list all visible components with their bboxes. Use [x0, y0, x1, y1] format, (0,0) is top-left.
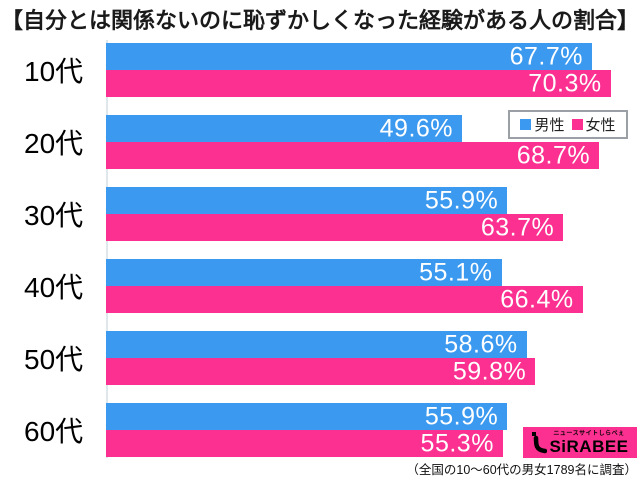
value-label-male: 55.9%: [424, 186, 499, 214]
sirabee-name: SiRABEE: [549, 436, 629, 456]
legend-female-label: 女性: [585, 117, 616, 134]
legend-key-female: 女性: [571, 114, 616, 135]
age-group-label: 10代: [24, 56, 84, 87]
y-axis-line: [106, 40, 108, 458]
bar-male: 49.6%: [106, 114, 463, 142]
value-label-female: 63.7%: [480, 213, 555, 241]
sirabee-logo-text: ニュースサイトしらべぇ SiRABEE: [549, 431, 628, 455]
legend-male-label: 男性: [534, 117, 565, 134]
source-note: （全国の10〜60代の男女1789名に調査）: [406, 463, 637, 477]
chart-row: 30代 55.9% 63.7%: [0, 178, 640, 250]
bar-male: 55.9%: [106, 186, 508, 214]
age-group-label: 50代: [24, 344, 84, 375]
bar-pair: 55.1% 66.4%: [106, 258, 630, 313]
legend-key-male: 男性: [520, 114, 565, 135]
sirabee-tagline: ニュースサイトしらべぇ: [553, 430, 625, 437]
bar-pair: 55.9% 63.7%: [106, 186, 630, 241]
bar-female: 59.8%: [106, 357, 536, 385]
sirabee-logo: ニュースサイトしらべぇ SiRABEE: [523, 427, 637, 458]
bar-male: 67.7%: [106, 42, 592, 70]
age-group-label: 30代: [24, 200, 84, 231]
bar-female: 68.7%: [106, 141, 600, 169]
value-label-male: 55.1%: [419, 258, 493, 286]
value-label-male: 58.6%: [444, 330, 518, 358]
chart-row: 50代 58.6% 59.8%: [0, 322, 640, 394]
chart-rows: 10代 67.7% 70.3% 20代 49.6% 68.7% 30代 55.9…: [0, 34, 640, 466]
age-group-label: 20代: [24, 128, 84, 159]
value-label-female: 66.4%: [500, 285, 574, 313]
chart-row: 10代 67.7% 70.3%: [0, 34, 640, 106]
bar-female: 66.4%: [106, 285, 583, 313]
bar-male: 58.6%: [106, 330, 527, 358]
legend: 男性 女性: [508, 110, 628, 139]
bar-pair: 49.6% 68.7%: [106, 114, 630, 169]
bar-pair: 67.7% 70.3%: [106, 42, 630, 97]
age-group-label: 60代: [24, 416, 84, 447]
chart-row: 20代 49.6% 68.7%: [0, 106, 640, 178]
chart-title: 【自分とは関係ないのに恥ずかしくなった経験がある人の割合】: [0, 8, 639, 33]
female-swatch-icon: [571, 119, 583, 130]
value-label-female: 70.3%: [528, 69, 602, 97]
value-label-female: 68.7%: [516, 141, 591, 169]
chart-row: 40代 55.1% 66.4%: [0, 250, 640, 322]
value-label-male: 55.9%: [424, 402, 499, 430]
age-group-label: 40代: [24, 272, 84, 303]
value-label-male: 49.6%: [379, 114, 454, 142]
bar-female: 55.3%: [106, 429, 503, 457]
value-label-female: 59.8%: [452, 357, 527, 385]
value-label-female: 55.3%: [420, 429, 494, 457]
bar-male: 55.9%: [106, 402, 508, 430]
male-swatch-icon: [520, 119, 532, 130]
bar-female: 63.7%: [106, 213, 564, 241]
sirabee-mark-icon: [532, 431, 548, 453]
bar-female: 70.3%: [106, 69, 611, 97]
bar-pair: 58.6% 59.8%: [106, 330, 630, 385]
chart-row: 60代 55.9% 55.3%: [0, 394, 640, 466]
value-label-male: 67.7%: [509, 42, 583, 70]
bar-male: 55.1%: [106, 258, 502, 286]
bar-pair: 55.9% 55.3%: [106, 402, 630, 457]
